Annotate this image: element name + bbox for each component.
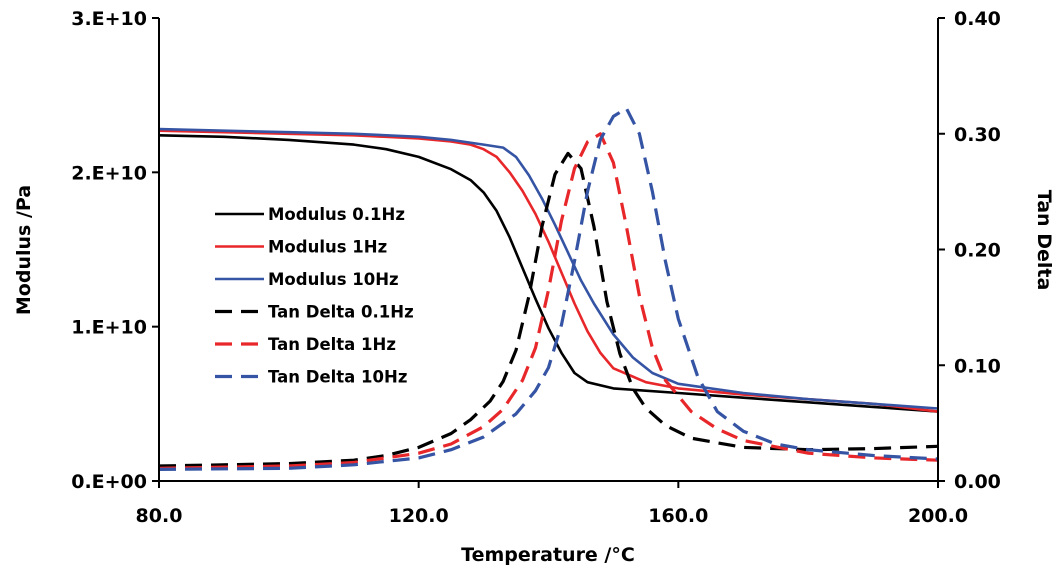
y-right-tick-label: 0.30 [954,124,1001,146]
y-right-tick-label: 0.10 [954,355,1001,377]
y-left-tick-label: 0.E+00 [71,471,147,493]
legend-label-tan-delta-1hz: Tan Delta 1Hz [268,335,396,354]
y-left-tick-label: 2.E+10 [71,162,147,184]
series-tan-delta-1hz [158,132,939,470]
y-right-tick-label: 0.20 [954,240,1001,262]
series-tan-delta-10hz [158,106,939,471]
plot-lines [158,106,939,471]
legend-label-modulus-10hz: Modulus 10Hz [268,270,399,289]
x-tick-label: 80.0 [136,505,183,527]
legend-label-tan-delta-0-1hz: Tan Delta 0.1Hz [268,303,414,322]
y-right-tick-label: 0.40 [954,8,1001,30]
x-axis-title: Temperature /°C [461,544,635,566]
series-tan-delta-0-1hz [158,151,939,468]
x-tick-label: 160.0 [648,505,708,527]
legend: Modulus 0.1Hz Modulus 1Hz Modulus 10Hz Tan … [215,205,414,387]
y-left-tick-label: 1.E+10 [71,317,147,339]
y-left-tick-label: 3.E+10 [71,8,147,30]
y-right-axis-title: Tan Delta [1033,190,1055,291]
y-left-axis-title: Modulus /Pa [13,185,35,315]
legend-label-tan-delta-10hz: Tan Delta 10Hz [268,368,407,387]
series-modulus-10hz [158,127,939,410]
series-modulus-0-1hz [158,134,939,413]
legend-label-modulus-0-1hz: Modulus 0.1Hz [268,205,405,224]
ticks: 80.0 120.0 160.0 200.0 0.E+00 1.E+10 2.E+10 3.E… [71,8,1001,527]
x-tick-label: 120.0 [389,505,449,527]
legend-label-modulus-1hz: Modulus 1Hz [268,238,387,257]
x-tick-label: 200.0 [908,505,968,527]
y-right-tick-label: 0.00 [954,471,1001,493]
